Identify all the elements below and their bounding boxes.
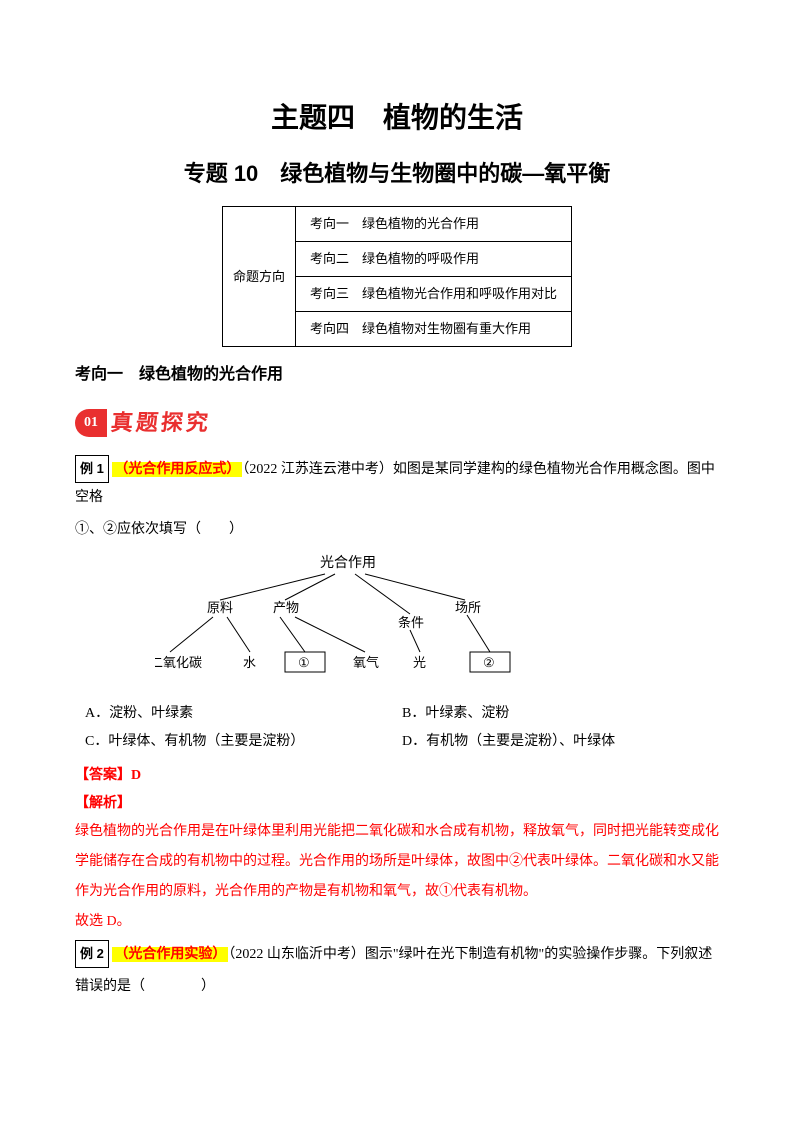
- exp-line-3: 作为光合作用的原料，光合作用的产物是有机物和氧气，故①代表有机物。: [75, 878, 719, 906]
- example-2-tag: 例 2: [75, 940, 109, 968]
- example-1-explain-label: 【解析】: [75, 790, 719, 818]
- example-1-line1: 例 1 （光合作用反应式）（2022 江苏连云港中考）如图是某同学建构的绿色植物…: [75, 455, 719, 512]
- example-2-source: （2022 山东临沂中考）图示"绿叶在光下制造有机物"的实验操作步骤。下列叙述: [228, 947, 712, 962]
- cm-leaf-water: 水: [243, 655, 256, 670]
- dir-row-3: 考向三 绿色植物光合作用和呼吸作用对比: [296, 277, 572, 312]
- badge-number: 01: [75, 409, 107, 437]
- cm-branch-product: 产物: [273, 600, 299, 615]
- dir-row-2: 考向二 绿色植物的呼吸作用: [296, 242, 572, 277]
- dir-side-cell: 命题方向: [222, 207, 295, 347]
- dir-row-1: 考向一 绿色植物的光合作用: [296, 207, 572, 242]
- sub-title: 专题 10 绿色植物与生物圈中的碳—氧平衡: [75, 152, 719, 196]
- exp-line-4: 故选 D。: [75, 908, 719, 936]
- cm-branch-condition: 条件: [398, 615, 424, 630]
- example-1-tag: 例 1: [75, 455, 109, 483]
- cm-leaf-o2: 氧气: [353, 655, 379, 670]
- cm-branch-place: 场所: [455, 600, 481, 615]
- opt-c: C．叶绿体、有机物（主要是淀粉）: [85, 728, 402, 756]
- example-1-answer: 【答案】D: [75, 762, 719, 790]
- example-1-explain: 绿色植物的光合作用是在叶绿体里利用光能把二氧化碳和水合成有机物，释放氧气，同时把…: [75, 818, 719, 936]
- exp-line-2: 学能储存在合成的有机物中的过程。光合作用的场所是叶绿体，故图中②代表叶绿体。二氧…: [75, 848, 719, 876]
- badge-row: 01 真题探究: [75, 401, 719, 445]
- main-title: 主题四 植物的生活: [75, 90, 719, 146]
- section-heading-1: 考向一 绿色植物的光合作用: [75, 359, 719, 391]
- direction-table: 命题方向 考向一 绿色植物的光合作用 考向二 绿色植物的呼吸作用 考向三 绿色植…: [222, 206, 572, 347]
- example-2-line2: 错误的是（ ）: [75, 973, 719, 1001]
- cm-leaf-co2: 二氧化碳: [155, 655, 202, 670]
- cm-branch-material: 原料: [207, 600, 233, 615]
- cm-leaf-light: 光: [413, 655, 426, 670]
- concept-map: 光合作用 原料 产物 条件 场所 二氧化碳 水 ① 氧气 光 ②: [155, 552, 719, 692]
- opt-b: B．叶绿素、淀粉: [402, 700, 719, 728]
- cm-leaf-blank2: ②: [483, 655, 495, 670]
- exp-line-1: 绿色植物的光合作用是在叶绿体里利用光能把二氧化碳和水合成有机物，释放氧气，同时把…: [75, 818, 719, 846]
- example-1-highlight: （光合作用反应式）: [112, 462, 242, 477]
- example-1-line2: ①、②应依次填写（ ）: [75, 516, 719, 544]
- dir-row-4: 考向四 绿色植物对生物圈有重大作用: [296, 312, 572, 347]
- example-1-options: A．淀粉、叶绿素 B．叶绿素、淀粉 C．叶绿体、有机物（主要是淀粉） D．有机物…: [85, 700, 719, 756]
- example-2-line1: 例 2 （光合作用实验）（2022 山东临沂中考）图示"绿叶在光下制造有机物"的…: [75, 940, 719, 969]
- badge-text: 真题探究: [109, 401, 214, 445]
- opt-a: A．淀粉、叶绿素: [85, 700, 402, 728]
- opt-d: D．有机物（主要是淀粉）、叶绿体: [402, 728, 719, 756]
- example-2-highlight: （光合作用实验）: [112, 947, 228, 962]
- cm-leaf-blank1: ①: [298, 655, 310, 670]
- cm-root: 光合作用: [320, 555, 376, 571]
